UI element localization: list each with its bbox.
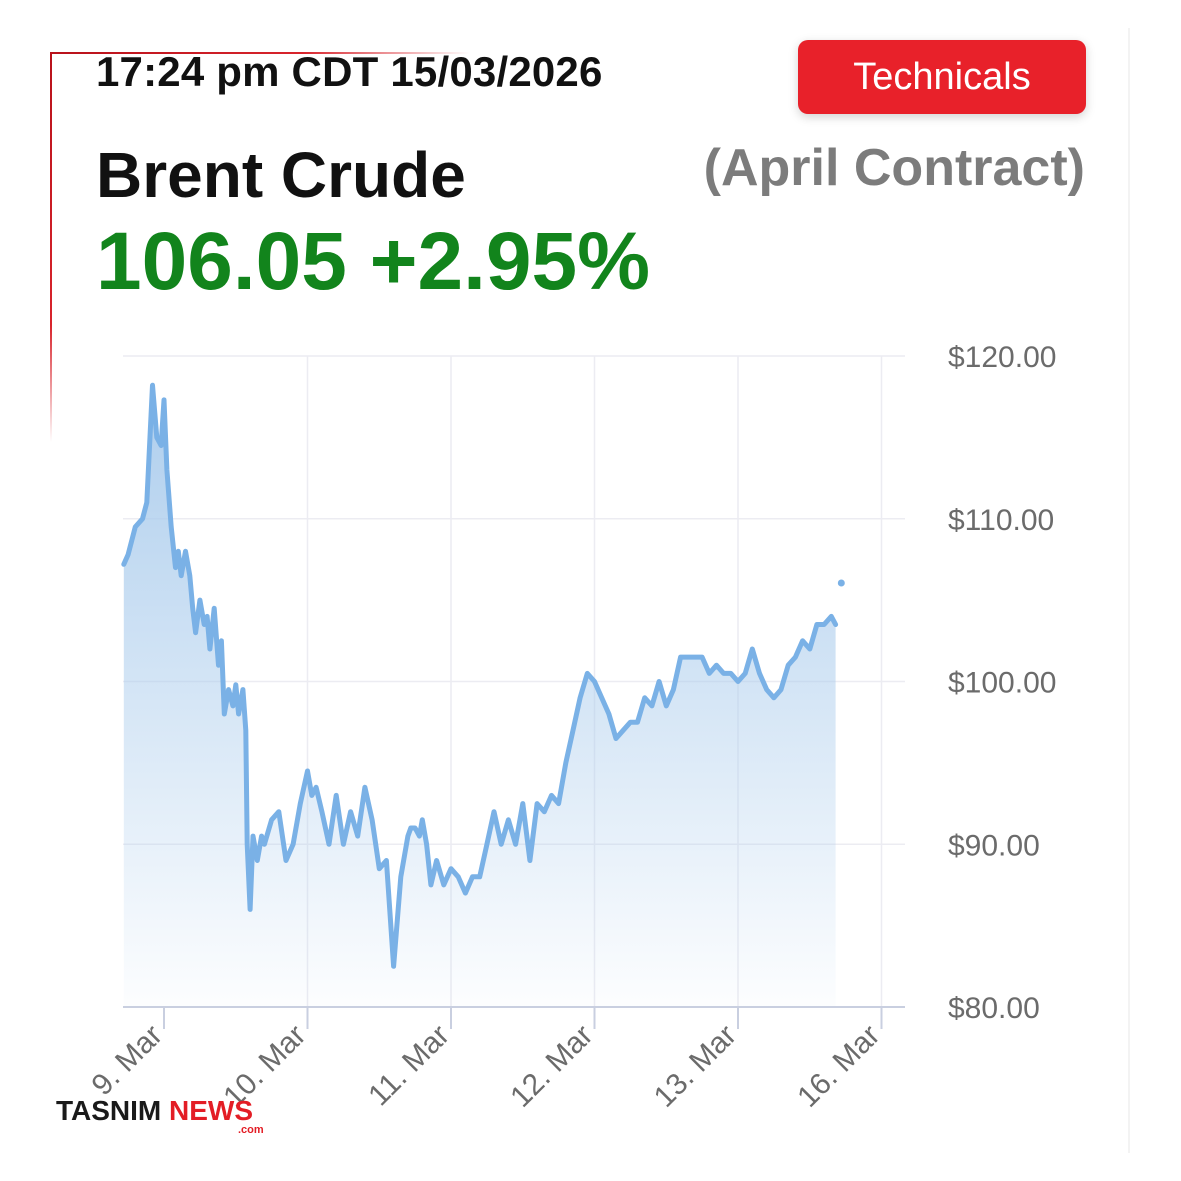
y-tick-label: $100.00 [948,667,1056,700]
x-tick-label: 16. Mar [791,1019,886,1114]
x-tick-label: 12. Mar [504,1019,599,1114]
price-line [121,382,839,969]
price-area [123,385,836,1007]
y-tick-label: $120.00 [948,341,1056,374]
card-accent-border [50,52,52,442]
chart-area [123,385,836,1007]
x-tick-label: 9. Mar [85,1019,168,1102]
instrument-title: Brent Crude [96,139,466,211]
contract-subtitle: (April Contract) [703,139,1085,197]
y-tick-label: $110.00 [948,504,1054,537]
last-price-point [837,579,845,587]
y-tick-label: $90.00 [948,829,1040,862]
tasnim-news-logo: TASNIM NEWS [56,1095,254,1126]
technicals-button[interactable]: Technicals [798,40,1086,114]
card-accent-border-top [50,52,470,54]
logo-suffix: .com [238,1124,264,1136]
price-change: 106.05 +2.95% [96,216,650,307]
timestamp: 17:24 pm CDT 15/03/2026 [96,48,603,95]
x-tick-label: 11. Mar [362,1019,456,1113]
y-tick-label: $80.00 [948,992,1040,1025]
x-tick-label: 13. Mar [648,1019,743,1114]
chart-line [121,382,845,969]
card-edge [1128,28,1130,1153]
